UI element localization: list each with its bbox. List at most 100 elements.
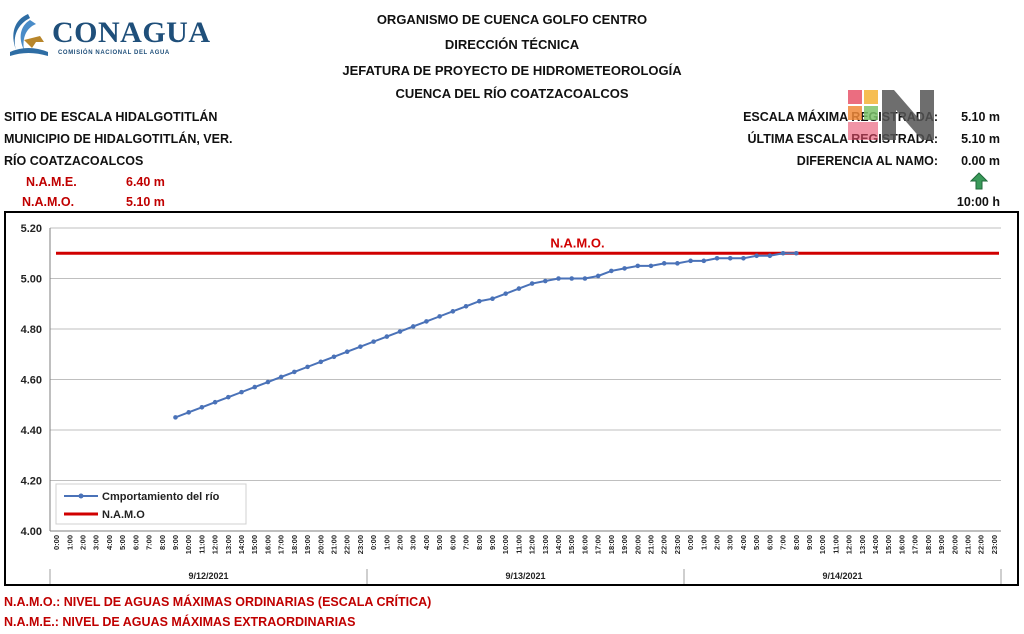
river-level-point: [305, 364, 310, 370]
river-level-point: [622, 266, 627, 271]
x-tick-label: 1:00: [65, 535, 74, 550]
header-line-3: JEFATURA DE PROYECTO DE HIDROMETEOROLOGÍ…: [342, 63, 682, 78]
x-tick-label: 23:00: [673, 535, 682, 554]
x-tick-label: 17:00: [594, 535, 603, 554]
river-level-point: [661, 261, 667, 266]
x-tick-label: 7:00: [462, 535, 471, 550]
river-series-group: [173, 250, 799, 420]
x-tick-label: 4:00: [739, 535, 748, 550]
river-level-point: [371, 339, 376, 344]
x-tick-label: 22:00: [977, 535, 986, 554]
x-tick-label: 20:00: [950, 535, 959, 554]
river-level-point: [635, 263, 641, 269]
legend-series-marker: [78, 493, 84, 499]
x-tick-label: 3:00: [726, 535, 735, 550]
river-level-point: [754, 253, 759, 259]
river-level-point: [529, 281, 535, 286]
x-tick-label: 3:00: [92, 535, 101, 550]
river-level-point: [516, 286, 522, 291]
river-level-point: [688, 258, 693, 264]
x-tick-label: 5:00: [435, 535, 444, 550]
x-tick-label: 14:00: [871, 535, 880, 554]
y-tick-label: 4.00: [21, 526, 42, 538]
x-tick-label: 0:00: [52, 535, 61, 550]
x-tick-label: 3:00: [409, 535, 418, 550]
x-tick-label: 18:00: [607, 535, 616, 554]
x-tick-label: 16:00: [263, 535, 272, 554]
x-tick-label: 22:00: [660, 535, 669, 554]
x-tick-label: 19:00: [620, 535, 629, 554]
x-tick-label: 10:00: [184, 535, 193, 554]
river-level-point: [780, 250, 786, 256]
x-tick-label: 13:00: [224, 535, 233, 554]
x-tick-label: 7:00: [145, 535, 154, 550]
x-tick-label: 13:00: [541, 535, 550, 554]
day-label: 9/13/2021: [505, 571, 545, 581]
x-axis-ticks: 0:00 1:00 2:00 3:00 4:00 5:00 6:00 7:00 8:00 9:00…: [52, 535, 999, 554]
watermark-logo: [848, 90, 934, 140]
x-tick-label: 23:00: [356, 535, 365, 554]
river-level-point: [675, 261, 680, 266]
river-level-point: [424, 319, 429, 324]
river-level-line: [175, 252, 797, 419]
x-tick-label: 20:00: [316, 535, 325, 554]
name-definition: N.A.M.E.: NIVEL DE AGUAS MÁXIMAS EXTRAOR…: [4, 615, 356, 629]
river-level-point: [450, 309, 456, 314]
site-municipality: MUNICIPIO DE HIDALGOTITLÁN, VER.: [4, 132, 233, 146]
conagua-emblem-icon: [10, 14, 48, 56]
day-label: 9/12/2021: [188, 571, 228, 581]
x-tick-label: 21:00: [646, 535, 655, 554]
namo-line-label: N.A.M.O.: [550, 235, 604, 250]
x-axis-days: 9/12/2021 9/13/2021 9/14/2021: [49, 569, 1002, 585]
y-tick-label: 4.40: [21, 425, 42, 437]
x-tick-label: 1:00: [382, 535, 391, 550]
x-tick-label: 8:00: [475, 535, 484, 550]
site-river: RÍO COATZACOALCOS: [4, 154, 144, 168]
namo-value: 5.10 m: [126, 195, 165, 209]
legend-namo-label: N.A.M.O: [102, 509, 145, 521]
river-level-point: [252, 384, 258, 390]
y-tick-label: 4.20: [21, 476, 42, 488]
x-tick-label: 6:00: [448, 535, 457, 550]
river-level-point: [714, 256, 720, 261]
x-tick-label: 8:00: [792, 535, 801, 550]
x-tick-label: 0:00: [369, 535, 378, 550]
header-line-2: DIRECCIÓN TÉCNICA: [444, 37, 580, 52]
river-level-point: [410, 324, 416, 329]
river-level-point: [292, 369, 297, 375]
x-tick-label: 16:00: [897, 535, 906, 554]
x-tick-label: 17:00: [911, 535, 920, 554]
x-tick-label: 2:00: [713, 535, 722, 550]
header-line-4: CUENCA DEL RÍO COATZACOALCOS: [395, 86, 629, 101]
max-scale-value: 5.10 m: [961, 110, 1000, 124]
y-tick-label: 5.20: [21, 223, 42, 235]
x-tick-label: 9:00: [488, 535, 497, 550]
logo-title: CONAGUA: [52, 16, 211, 49]
chart-grid: [49, 227, 1001, 532]
x-tick-label: 16:00: [580, 535, 589, 554]
site-name: SITIO DE ESCALA HIDALGOTITLÁN: [4, 110, 218, 124]
x-tick-label: 4:00: [422, 535, 431, 550]
x-tick-label: 0:00: [686, 535, 695, 550]
river-level-point: [278, 374, 284, 380]
x-tick-label: 21:00: [963, 535, 972, 554]
x-tick-label: 12:00: [845, 535, 854, 554]
reading-time: 10:00 h: [956, 195, 1000, 209]
chart-legend: Cmportamiento del río N.A.M.O: [55, 483, 247, 525]
up-arrow-icon: [970, 172, 988, 190]
river-level-point: [569, 276, 575, 281]
x-tick-label: 11:00: [514, 535, 523, 554]
x-tick-label: 21:00: [329, 535, 338, 554]
y-tick-label: 5.00: [21, 274, 42, 286]
day-label: 9/14/2021: [822, 571, 862, 581]
y-tick-label: 4.60: [21, 375, 42, 387]
river-level-point: [727, 256, 733, 261]
river-level-point: [358, 344, 363, 349]
river-level-point: [199, 404, 205, 410]
river-level-point: [767, 253, 773, 259]
river-level-point: [344, 349, 350, 355]
river-level-point: [490, 296, 495, 301]
x-tick-label: 2:00: [396, 535, 405, 550]
legend-box: [55, 483, 247, 525]
chart-container: 4.00 4.20 4.40 4.60 4.80 5.00 5.20 0:00 1:00 2:0…: [4, 211, 1019, 586]
